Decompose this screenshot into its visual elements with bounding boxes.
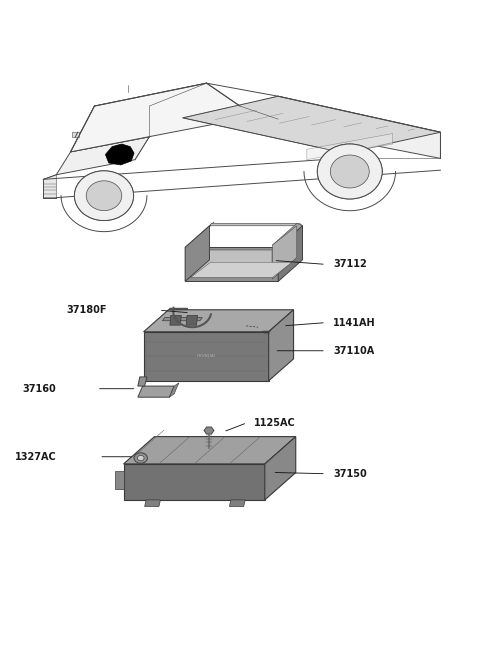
Text: 1141AH: 1141AH: [333, 317, 376, 328]
Polygon shape: [191, 262, 292, 277]
Polygon shape: [138, 386, 174, 397]
Ellipse shape: [330, 155, 369, 188]
Polygon shape: [209, 223, 302, 226]
Polygon shape: [273, 226, 297, 279]
Polygon shape: [204, 427, 214, 434]
Text: 37160: 37160: [23, 384, 56, 394]
Polygon shape: [183, 97, 441, 153]
Polygon shape: [278, 226, 302, 281]
Text: 37112: 37112: [333, 260, 367, 269]
Polygon shape: [71, 83, 240, 152]
Polygon shape: [168, 308, 188, 316]
Text: 37180F: 37180F: [66, 306, 107, 315]
Polygon shape: [123, 437, 296, 464]
Polygon shape: [71, 83, 206, 152]
Text: 37110A: 37110A: [333, 346, 374, 355]
Polygon shape: [185, 248, 278, 281]
Polygon shape: [186, 315, 198, 325]
Polygon shape: [240, 97, 441, 158]
Polygon shape: [56, 137, 149, 175]
Polygon shape: [191, 250, 273, 277]
Text: 37150: 37150: [333, 468, 367, 479]
Polygon shape: [269, 309, 294, 381]
Ellipse shape: [317, 144, 382, 199]
Polygon shape: [265, 437, 296, 500]
Ellipse shape: [134, 453, 147, 463]
Polygon shape: [144, 309, 294, 332]
Polygon shape: [115, 471, 123, 489]
Text: HYUNDAI: HYUNDAI: [197, 354, 216, 358]
Ellipse shape: [86, 181, 122, 211]
Polygon shape: [144, 332, 269, 381]
Polygon shape: [162, 317, 203, 321]
Polygon shape: [123, 464, 265, 500]
Polygon shape: [170, 315, 181, 325]
Polygon shape: [235, 323, 246, 330]
Ellipse shape: [263, 328, 271, 334]
Polygon shape: [307, 133, 393, 160]
Text: 1125AC: 1125AC: [254, 418, 296, 428]
Ellipse shape: [137, 455, 144, 461]
Polygon shape: [185, 226, 209, 281]
Polygon shape: [43, 175, 56, 198]
Polygon shape: [169, 383, 179, 397]
Polygon shape: [144, 500, 160, 507]
Polygon shape: [138, 377, 147, 386]
Polygon shape: [229, 500, 245, 507]
Polygon shape: [72, 132, 79, 137]
Polygon shape: [273, 223, 302, 248]
Ellipse shape: [74, 171, 133, 221]
Text: 1327AC: 1327AC: [14, 452, 56, 462]
Polygon shape: [185, 222, 214, 248]
Polygon shape: [106, 144, 134, 165]
